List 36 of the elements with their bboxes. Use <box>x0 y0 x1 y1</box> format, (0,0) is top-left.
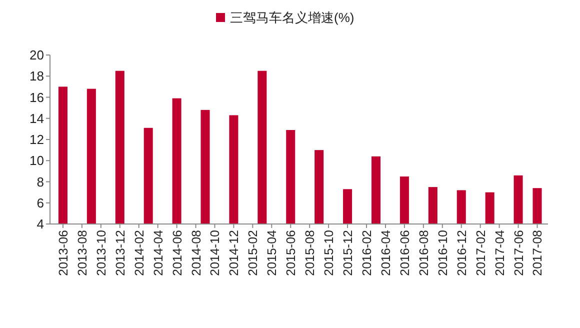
y-tick-label: 12 <box>30 132 44 147</box>
x-tick-label: 2014-10 <box>208 230 222 276</box>
x-tick-label: 2016-02 <box>360 230 374 276</box>
x-tick-label: 2016-12 <box>454 230 469 276</box>
y-tick-label: 6 <box>36 195 44 210</box>
x-tick-label: 2014-02 <box>132 230 146 276</box>
x-tick-label: 2016-04 <box>378 230 393 276</box>
x-tick-label: 2017-04 <box>492 230 507 276</box>
y-tick-label: 16 <box>30 90 44 105</box>
x-tick-label: 2015-04 <box>265 230 280 276</box>
y-tick-label: 20 <box>30 48 44 62</box>
x-tick-label: 2017-02 <box>474 230 488 276</box>
x-tick-label: 2015-12 <box>341 230 356 276</box>
x-tick-label: 2015-08 <box>303 230 318 276</box>
x-tick-label: 2015-06 <box>284 230 298 276</box>
x-tick-label: 2014-06 <box>170 230 184 276</box>
y-tick-label: 4 <box>36 216 44 232</box>
legend-label: 三驾马车名义增速(%) <box>230 10 354 25</box>
x-tick-label: 2015-02 <box>246 230 260 276</box>
y-tick-label: 18 <box>30 68 44 84</box>
x-tick-label: 2016-06 <box>398 230 412 276</box>
x-tick-label: 2013-08 <box>75 230 90 276</box>
x-tick-label: 2016-10 <box>436 230 450 276</box>
x-tick-label: 2017-06 <box>512 230 526 276</box>
x-tick-label: 2013-12 <box>113 230 128 276</box>
x-tick-label: 2014-12 <box>227 230 242 276</box>
x-tick-label: 2015-10 <box>322 230 336 276</box>
x-tick-label: 2014-04 <box>151 230 166 276</box>
y-tick-label: 14 <box>30 110 44 126</box>
x-tick-label: 2013-10 <box>94 230 108 276</box>
x-tick-label: 2017-08 <box>530 230 545 276</box>
x-tick-label: 2016-08 <box>416 230 431 276</box>
y-tick-label: 8 <box>36 174 44 190</box>
x-tick-label: 2013-06 <box>56 230 70 276</box>
x-tick-label: 2014-08 <box>189 230 204 276</box>
y-tick-label: 10 <box>30 153 44 168</box>
